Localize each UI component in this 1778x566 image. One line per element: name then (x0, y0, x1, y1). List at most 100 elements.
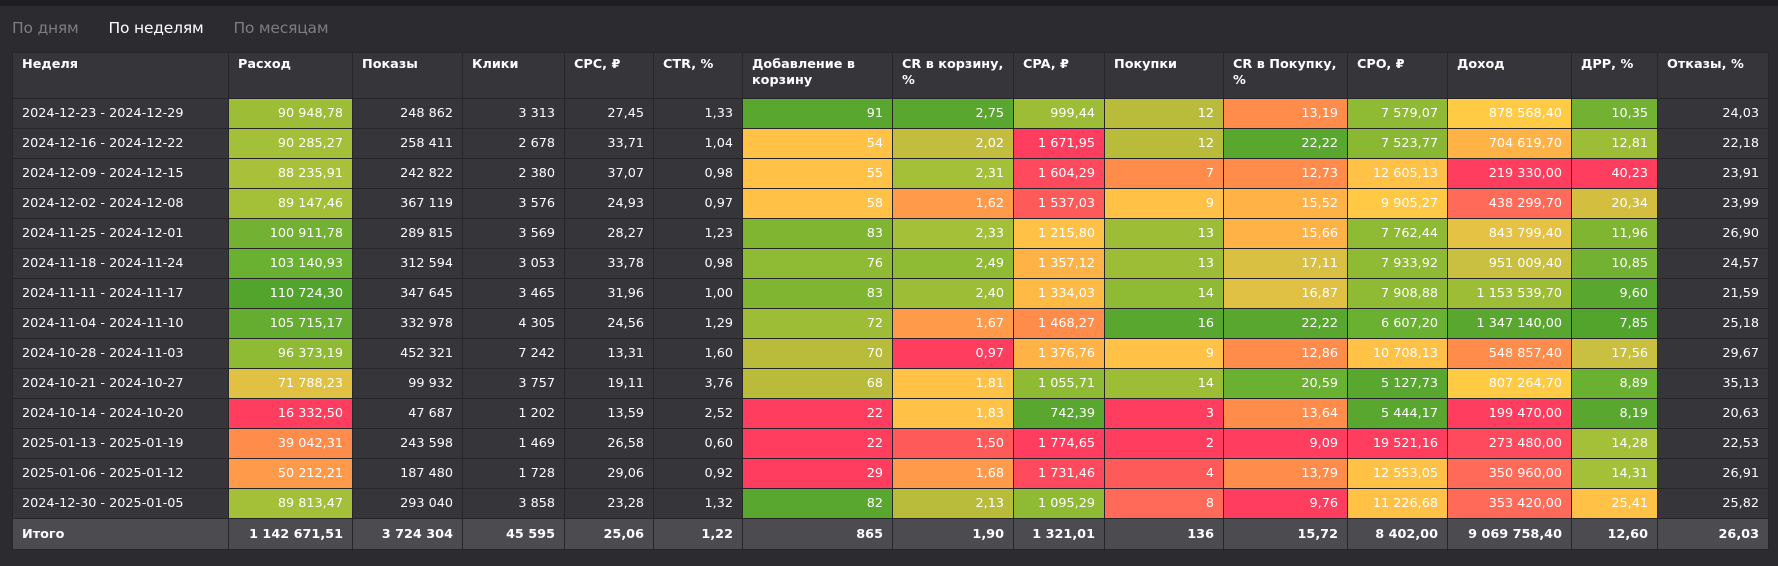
col-cr-cart-header[interactable]: CR в корзину, % (892, 52, 1014, 99)
value-cell: 2 380 (462, 158, 565, 189)
value-cell: 353 420,00 (1447, 488, 1572, 519)
value-cell: 50 212,21 (228, 458, 353, 489)
total-cell: 865 (742, 518, 893, 550)
top-strip (0, 0, 1778, 6)
table-row: 2025-01-06 - 2025-01-12 50 212,21 187 480 1… (12, 458, 1769, 489)
value-cell: 14,28 (1571, 428, 1658, 459)
value-cell: 16 332,50 (228, 398, 353, 429)
value-cell: 13,64 (1223, 398, 1348, 429)
value-cell: 27,45 (564, 98, 654, 129)
value-cell: 7 242 (462, 338, 565, 369)
value-cell: 90 948,78 (228, 98, 353, 129)
table-row: 2024-11-18 - 2024-11-24 103 140,93 312 594… (12, 248, 1769, 279)
week-cell: 2024-10-14 - 2024-10-20 (12, 398, 229, 429)
value-cell: 1 095,29 (1013, 488, 1105, 519)
total-cell: 1,22 (653, 518, 743, 550)
total-cell: 15,72 (1223, 518, 1348, 550)
value-cell: 25,18 (1657, 308, 1769, 339)
total-cell: 45 595 (462, 518, 565, 550)
col-bounce-header[interactable]: Отказы, % (1657, 52, 1769, 99)
total-cell: 25,06 (564, 518, 654, 550)
value-cell: 4 305 (462, 308, 565, 339)
value-cell: 17,11 (1223, 248, 1348, 279)
value-cell: 33,78 (564, 248, 654, 279)
value-cell: 10,85 (1571, 248, 1658, 279)
value-cell: 9,76 (1223, 488, 1348, 519)
total-cell: 26,03 (1657, 518, 1769, 550)
value-cell: 1 537,03 (1013, 188, 1105, 219)
value-cell: 82 (742, 488, 893, 519)
col-drr-header[interactable]: ДРР, % (1571, 52, 1658, 99)
col-cpa-header[interactable]: CPA, ₽ (1013, 52, 1105, 99)
value-cell: 2,40 (892, 278, 1014, 309)
value-cell: 24,03 (1657, 98, 1769, 129)
col-cpc-header[interactable]: CPC, ₽ (564, 52, 654, 99)
value-cell: 704 619,70 (1447, 128, 1572, 159)
value-cell: 951 009,40 (1447, 248, 1572, 279)
value-cell: 24,93 (564, 188, 654, 219)
value-cell: 7 762,44 (1347, 218, 1448, 249)
value-cell: 3 757 (462, 368, 565, 399)
value-cell: 72 (742, 308, 893, 339)
value-cell: 7,85 (1571, 308, 1658, 339)
value-cell: 19 521,16 (1347, 428, 1448, 459)
col-add-to-cart-header[interactable]: Добавление в корзину (742, 52, 893, 99)
col-revenue-header[interactable]: Доход (1447, 52, 1572, 99)
value-cell: 22 (742, 398, 893, 429)
table-row: 2024-12-16 - 2024-12-22 90 285,27 258 411 2… (12, 128, 1769, 159)
value-cell: 0,98 (653, 158, 743, 189)
value-cell: 1,29 (653, 308, 743, 339)
table-row: 2024-12-30 - 2025-01-05 89 813,47 293 040 3… (12, 488, 1769, 519)
value-cell: 273 480,00 (1447, 428, 1572, 459)
col-cpo-header[interactable]: CPO, ₽ (1347, 52, 1448, 99)
tab-by-months[interactable]: По месяцам (233, 19, 329, 37)
value-cell: 13,19 (1223, 98, 1348, 129)
total-cell: 1 321,01 (1013, 518, 1105, 550)
value-cell: 2,33 (892, 218, 1014, 249)
total-cell: 1,90 (892, 518, 1014, 550)
tab-by-weeks[interactable]: По неделям (108, 19, 204, 37)
table-row: 2024-10-14 - 2024-10-20 16 332,50 47 687 1 … (12, 398, 1769, 429)
col-spend-header[interactable]: Расход (228, 52, 353, 99)
value-cell: 16,87 (1223, 278, 1348, 309)
value-cell: 29 (742, 458, 893, 489)
value-cell: 23,91 (1657, 158, 1769, 189)
value-cell: 1,62 (892, 188, 1014, 219)
value-cell: 13,59 (564, 398, 654, 429)
value-cell: 12,86 (1223, 338, 1348, 369)
col-week-header[interactable]: Неделя (12, 52, 229, 99)
value-cell: 3,76 (653, 368, 743, 399)
value-cell: 33,71 (564, 128, 654, 159)
value-cell: 8 (1104, 488, 1224, 519)
value-cell: 1,32 (653, 488, 743, 519)
value-cell: 13,79 (1223, 458, 1348, 489)
value-cell: 0,97 (892, 338, 1014, 369)
value-cell: 29,06 (564, 458, 654, 489)
value-cell: 24,57 (1657, 248, 1769, 279)
value-cell: 22,22 (1223, 308, 1348, 339)
value-cell: 39 042,31 (228, 428, 353, 459)
value-cell: 7 933,92 (1347, 248, 1448, 279)
value-cell: 2,52 (653, 398, 743, 429)
value-cell: 742,39 (1013, 398, 1105, 429)
col-cr-purchase-header[interactable]: CR в Покупку, % (1223, 52, 1348, 99)
tab-by-days[interactable]: По дням (12, 19, 79, 37)
value-cell: 7 (1104, 158, 1224, 189)
value-cell: 19,11 (564, 368, 654, 399)
value-cell: 843 799,40 (1447, 218, 1572, 249)
value-cell: 367 119 (352, 188, 463, 219)
value-cell: 13,31 (564, 338, 654, 369)
value-cell: 21,59 (1657, 278, 1769, 309)
value-cell: 438 299,70 (1447, 188, 1572, 219)
week-cell: 2025-01-13 - 2025-01-19 (12, 428, 229, 459)
value-cell: 25,41 (1571, 488, 1658, 519)
value-cell: 103 140,93 (228, 248, 353, 279)
value-cell: 14 (1104, 368, 1224, 399)
col-purchases-header[interactable]: Покупки (1104, 52, 1224, 99)
col-impressions-header[interactable]: Показы (352, 52, 463, 99)
col-clicks-header[interactable]: Клики (462, 52, 565, 99)
value-cell: 293 040 (352, 488, 463, 519)
col-ctr-header[interactable]: CTR, % (653, 52, 743, 99)
week-cell: 2024-12-16 - 2024-12-22 (12, 128, 229, 159)
value-cell: 1 468,27 (1013, 308, 1105, 339)
